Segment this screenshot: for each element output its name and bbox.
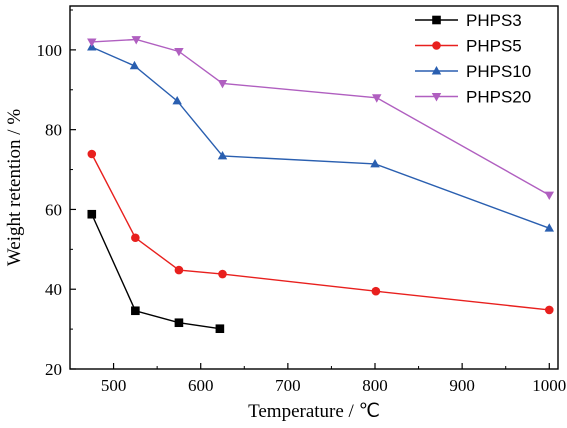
legend: PHPS3 PHPS5 PHPS10 PHPS20 — [415, 11, 531, 107]
series-line — [91, 213, 220, 330]
data-point — [131, 233, 140, 243]
plot-area — [69, 5, 559, 370]
data-point — [87, 38, 97, 47]
data-point — [370, 159, 380, 168]
y-axis: 20 40 60 80 100 — [37, 9, 76, 379]
data-point — [218, 269, 227, 279]
series-phps10 — [87, 42, 555, 232]
data-point — [172, 95, 182, 105]
x-axis: 500 600 700 800 900 1000 — [101, 363, 566, 395]
y-axis-title: Weight retention / % — [4, 109, 25, 266]
legend-item-phps3: PHPS3 — [415, 11, 522, 30]
x-tick-label: 800 — [362, 376, 388, 395]
x-tick-label: 500 — [101, 376, 127, 395]
data-point — [174, 318, 184, 328]
data-point — [372, 94, 382, 103]
legend-marker — [431, 93, 442, 102]
legend-item-phps5: PHPS5 — [415, 37, 522, 56]
x-tick-label: 900 — [449, 376, 475, 395]
series-line — [91, 153, 550, 311]
y-tick-label: 100 — [37, 41, 63, 60]
y-tick-label: 80 — [45, 121, 62, 140]
legend-item-phps10: PHPS10 — [415, 62, 531, 81]
y-tick-label: 20 — [45, 360, 62, 379]
legend-marker — [432, 41, 441, 50]
series-phps20 — [87, 36, 555, 201]
series-phps3 — [87, 209, 225, 334]
legend-label: PHPS5 — [466, 37, 522, 56]
data-point — [217, 79, 228, 89]
data-point — [217, 151, 228, 160]
legend-label: PHPS20 — [466, 88, 531, 107]
series-line — [91, 38, 550, 196]
data-point — [174, 48, 184, 57]
data-point — [131, 36, 141, 45]
x-axis-title: Temperature / ℃ — [248, 401, 380, 422]
data-point — [544, 223, 555, 232]
series-layer — [87, 36, 555, 334]
data-point — [129, 60, 140, 70]
legend-label: PHPS3 — [466, 11, 522, 30]
series-phps5 — [87, 149, 554, 315]
x-tick-label: 700 — [275, 376, 301, 395]
data-point — [87, 149, 97, 159]
data-point — [174, 265, 184, 275]
y-tick-label: 60 — [45, 200, 62, 219]
data-point — [87, 209, 97, 219]
y-tick-label: 40 — [45, 280, 62, 299]
legend-marker — [431, 66, 442, 75]
data-point — [544, 305, 554, 315]
legend-item-phps20: PHPS20 — [415, 88, 531, 107]
legend-marker — [432, 15, 441, 25]
data-point — [131, 306, 140, 316]
plot-border — [69, 5, 559, 370]
legend-label: PHPS10 — [466, 62, 531, 81]
series-line — [91, 46, 550, 229]
data-point — [371, 286, 381, 296]
data-point — [215, 324, 225, 334]
x-tick-label: 1000 — [532, 376, 566, 395]
x-tick-label: 600 — [188, 376, 214, 395]
data-point — [544, 191, 555, 201]
